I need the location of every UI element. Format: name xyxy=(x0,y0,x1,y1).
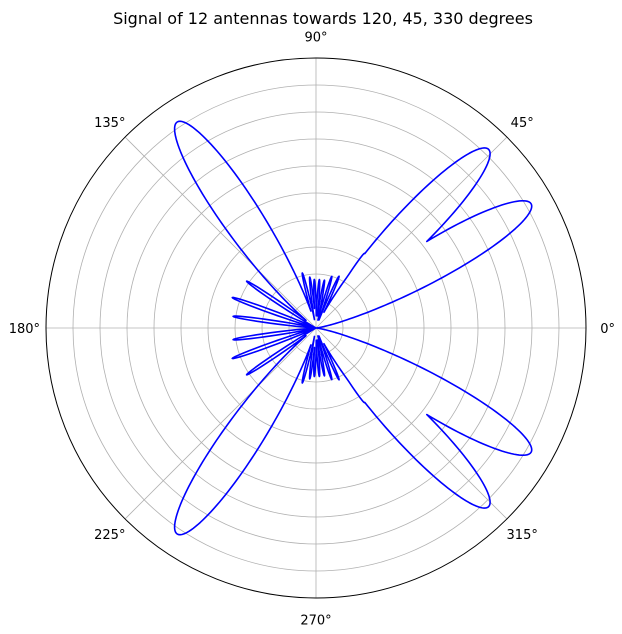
angle-tick-label: 0° xyxy=(600,322,615,337)
angle-tick-label: 315° xyxy=(507,528,538,543)
angular-gridline xyxy=(124,327,317,520)
angle-tick-label: 225° xyxy=(94,528,125,543)
angle-tick-label: 270° xyxy=(300,614,331,629)
angle-tick-label: 180° xyxy=(9,322,40,337)
angle-tick-label: 45° xyxy=(511,116,534,131)
angular-gridline xyxy=(124,136,317,329)
polar-grid xyxy=(45,57,587,599)
angular-gridline xyxy=(315,136,508,329)
angle-tick-label: 135° xyxy=(94,116,125,131)
chart-title: Signal of 12 antennas towards 120, 45, 3… xyxy=(113,9,533,28)
signal-series xyxy=(173,120,533,536)
angle-tick-labels: 0° 45° 90° 135° 180° 225° 270° 315° xyxy=(9,30,615,628)
polar-frame xyxy=(45,57,587,599)
angular-gridline xyxy=(315,327,508,520)
series-line xyxy=(173,120,533,536)
angle-tick-label: 90° xyxy=(304,30,327,45)
